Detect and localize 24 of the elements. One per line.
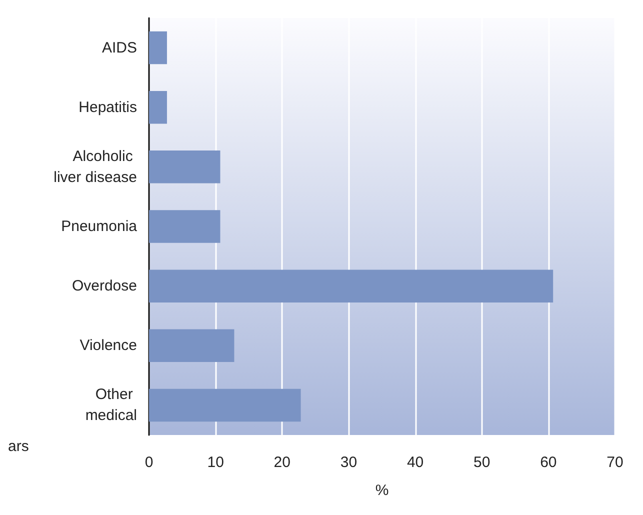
bar	[149, 388, 301, 422]
bar	[149, 90, 167, 124]
y-tick-label: Violence	[80, 337, 137, 354]
x-tick-label: 20	[274, 454, 290, 471]
x-tick-label: 10	[207, 454, 224, 471]
x-tick-label: 50	[474, 454, 490, 471]
bar	[149, 270, 554, 302]
bar	[149, 329, 234, 362]
x-tick-label: 0	[144, 454, 154, 471]
y-tick-label: Hepatitis	[78, 98, 137, 116]
x-axis-title: %	[375, 482, 389, 499]
x-tick-label: 60	[540, 454, 557, 471]
x-tick-label: 70	[606, 454, 624, 471]
bar	[149, 150, 220, 184]
x-tick-label: 40	[406, 454, 424, 471]
y-tick-label: Overdose	[72, 278, 137, 295]
y-tick-label: Alcoholic liver disease	[54, 148, 137, 186]
y-tick-label: Pneumonia	[61, 218, 138, 235]
text: ars	[8, 438, 29, 455]
x-tick-label: 30	[340, 454, 358, 471]
y-tick-label: Other medical	[85, 386, 137, 424]
y-tick-label: AIDS	[102, 39, 137, 56]
bar	[149, 210, 220, 243]
bar	[149, 31, 167, 64]
